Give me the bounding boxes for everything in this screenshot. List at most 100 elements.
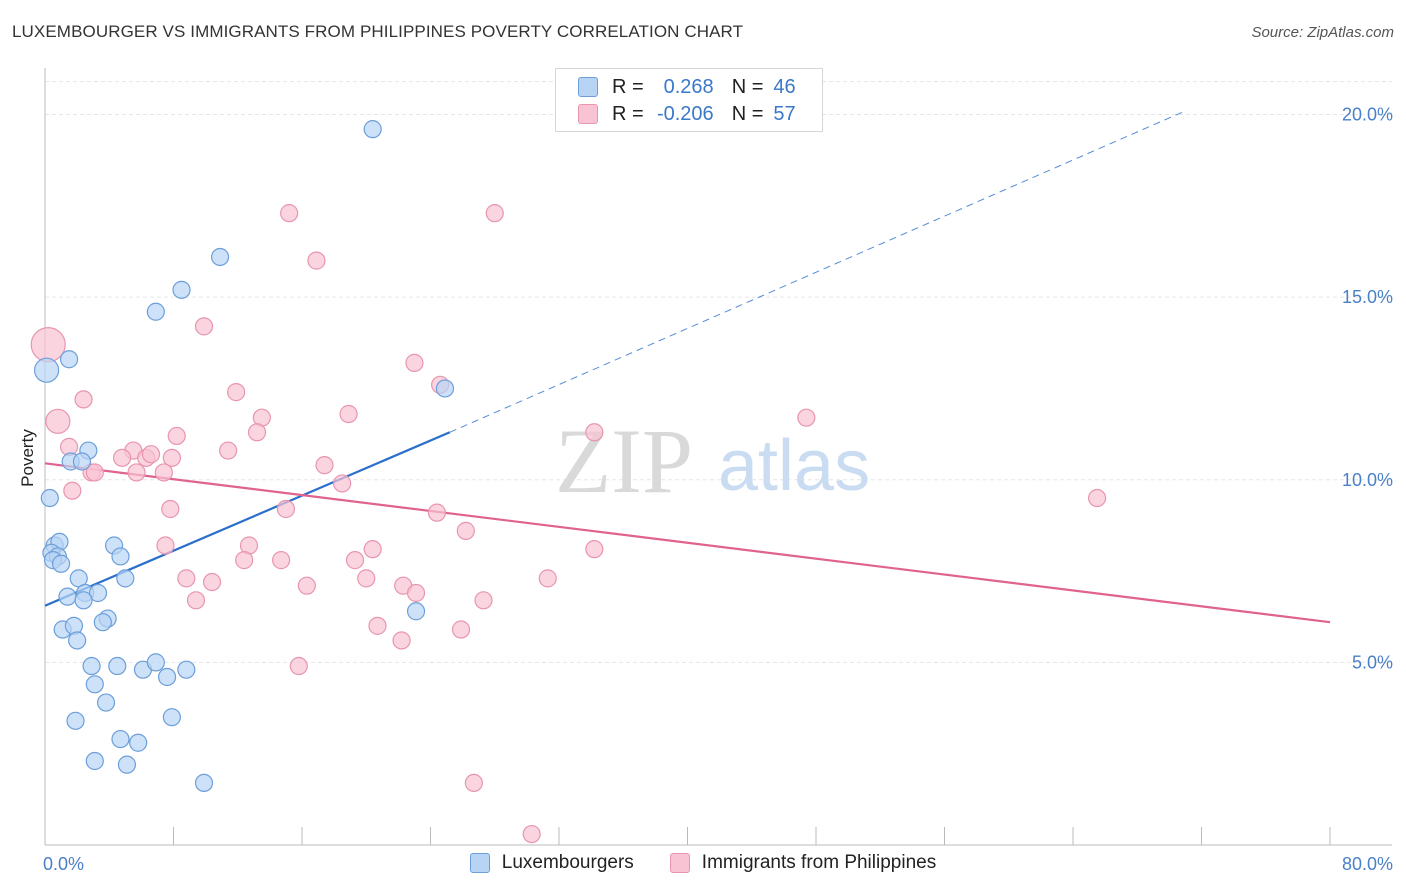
y-tick-label: 15.0%	[1342, 287, 1393, 307]
trend-lines	[44, 110, 1331, 624]
luxembourger-trend-extension	[449, 110, 1186, 433]
luxembourger-point	[162, 708, 181, 727]
y-tick-label: 5.0%	[1352, 652, 1393, 672]
luxembourger-point	[363, 120, 382, 139]
legend-swatch-blue	[578, 77, 598, 97]
philippines-point	[797, 408, 816, 427]
luxembourger-point	[129, 733, 148, 752]
philippines-point	[357, 569, 376, 588]
luxembourger-point	[108, 656, 127, 676]
luxembourger-point	[111, 729, 130, 749]
series-legend-luxembourgers: Luxembourgers	[469, 852, 634, 874]
luxembourger-point	[34, 357, 60, 383]
luxembourger-point	[68, 631, 87, 650]
legend-n-label: N =	[731, 75, 764, 98]
y-tick-label: 10.0%	[1342, 470, 1393, 490]
legend-n-value: 57	[773, 102, 796, 125]
y-tick-label: 20.0%	[1342, 105, 1393, 125]
philippines-point	[247, 423, 267, 442]
philippines-point	[538, 569, 557, 588]
luxembourger-point	[66, 711, 85, 730]
legend-r-value: 0.268	[663, 75, 714, 98]
philippines-point	[485, 204, 504, 223]
x-tick-label: 0.0%	[43, 854, 84, 874]
luxembourger-point	[117, 755, 137, 774]
philippines-point	[177, 569, 196, 588]
watermark-zip: ZIP	[555, 410, 693, 512]
luxembourger-point	[40, 488, 59, 508]
philippines-point	[186, 591, 206, 610]
luxembourger-point	[146, 302, 165, 321]
luxembourger-point	[93, 613, 112, 632]
series-legend-philippines: Immigrants from Philippines	[669, 852, 937, 874]
philippines-point	[315, 456, 334, 475]
philippines-point	[127, 463, 146, 482]
philippines-point	[276, 499, 296, 519]
watermark: ZIP atlas	[555, 410, 870, 512]
luxembourger-point	[72, 452, 92, 471]
philippines-point	[405, 353, 424, 372]
philippines-point	[474, 591, 493, 610]
series-label: Immigrants from Philippines	[701, 852, 937, 873]
philippines-point	[427, 503, 447, 522]
philippines-point	[297, 576, 316, 595]
philippines-point	[585, 540, 604, 559]
legend-r-label: R =	[612, 102, 644, 125]
philippines-point	[112, 448, 132, 467]
philippines-point	[156, 536, 175, 555]
x-tick-label: 80.0%	[1342, 854, 1393, 874]
luxembourger-point	[85, 751, 104, 771]
luxembourger-point	[435, 379, 455, 398]
gridlines	[45, 81, 1392, 663]
luxembourger-point	[116, 569, 135, 588]
philippines-point	[456, 521, 475, 540]
tick-labels: 5.0% 10.0% 15.0% 20.0% 0.0% 80.0%	[43, 105, 1393, 874]
luxembourger-point	[194, 773, 214, 793]
luxembourger-point	[82, 656, 101, 676]
philippines-point	[406, 583, 426, 603]
series-swatch-pink	[669, 853, 690, 873]
luxembourger-point	[177, 660, 196, 679]
philippines-point	[63, 481, 82, 500]
y-axis-title: Poverty	[18, 429, 37, 487]
series-legend: Luxembourgers Immigrants from Philippine…	[0, 852, 1406, 874]
data-points	[30, 120, 1107, 844]
philippines-point	[339, 404, 358, 424]
legend-row-luxembourgers: R = 0.268 N = 46	[578, 75, 796, 99]
luxembourger-point	[406, 602, 426, 621]
philippines-point	[272, 551, 291, 570]
philippines-point	[219, 441, 238, 460]
series-swatch-blue	[469, 853, 490, 873]
correlation-legend: R = 0.268 N = 46 R = -0.206 N = 57	[555, 68, 823, 132]
chart-title: LUXEMBOURGER VS IMMIGRANTS FROM PHILIPPI…	[12, 22, 744, 41]
philippines-point	[45, 408, 71, 434]
philippines-point	[202, 572, 222, 592]
philippines-point	[1087, 488, 1107, 508]
luxembourger-point	[88, 583, 108, 603]
philippines-point	[227, 383, 246, 402]
legend-n-label: N =	[731, 102, 764, 125]
philippines-point	[289, 656, 308, 676]
luxembourger-point	[59, 350, 79, 369]
philippines-point	[74, 390, 93, 409]
philippines-point	[307, 251, 326, 270]
luxembourger-point	[58, 587, 77, 606]
philippines-point	[280, 204, 299, 223]
philippines-point	[345, 551, 365, 570]
axes	[44, 68, 1392, 846]
philippines-point	[451, 620, 471, 639]
luxembourger-point	[111, 547, 130, 566]
philippines-point	[161, 499, 180, 519]
legend-r-label: R =	[612, 75, 644, 98]
luxembourger-point	[85, 675, 104, 694]
philippines-point	[85, 463, 104, 482]
philippines-point	[194, 317, 214, 336]
luxembourger-point	[172, 280, 191, 299]
philippines-point	[363, 540, 382, 559]
philippines-point	[141, 445, 161, 464]
series-label: Luxembourgers	[501, 852, 634, 873]
legend-row-philippines: R = -0.206 N = 57	[578, 102, 796, 126]
philippines-point	[464, 773, 483, 793]
philippines-point	[333, 474, 352, 493]
